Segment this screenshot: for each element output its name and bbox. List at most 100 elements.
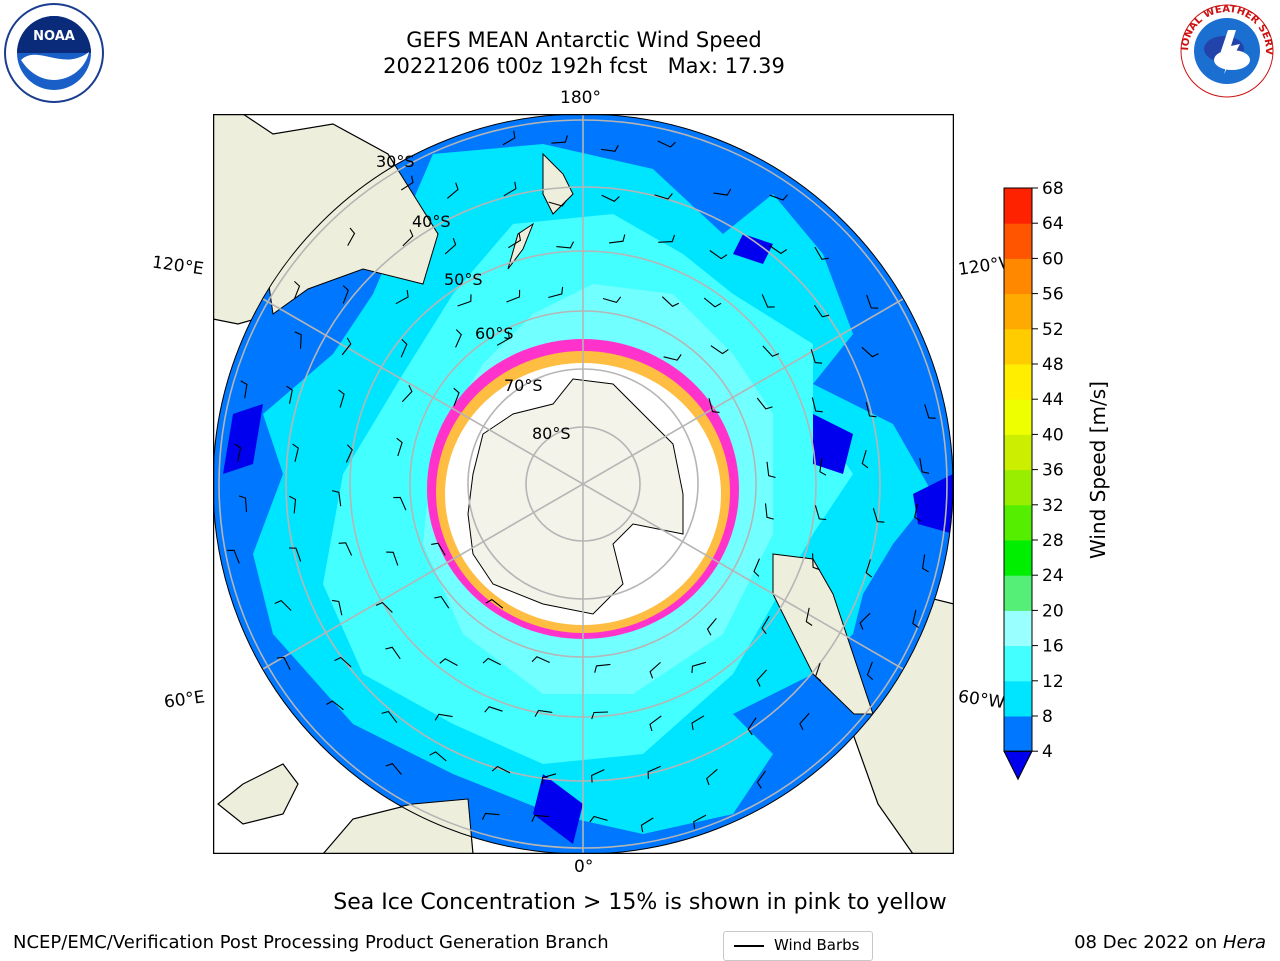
colorbar-band	[1004, 469, 1032, 506]
wind-barb	[865, 559, 873, 578]
footer-date-text: 08 Dec 2022 on	[1074, 932, 1223, 953]
svg-text:NOAA: NOAA	[33, 29, 75, 44]
wind-barb	[747, 717, 757, 736]
wind-barb	[799, 712, 810, 731]
colorbar-band	[1004, 610, 1032, 647]
lat-label-80s: 80°S	[532, 424, 571, 443]
wind-barb	[331, 490, 342, 507]
chart-title: GEFS MEAN Antarctic Wind Speed	[406, 28, 762, 52]
wind-barb	[814, 663, 822, 682]
wind-barb	[861, 346, 879, 358]
wind-barb	[866, 294, 879, 309]
colorbar-tick-label: 4	[1042, 742, 1053, 762]
wind-barb	[756, 770, 766, 789]
wind-barb	[872, 508, 885, 523]
wind-barb	[647, 765, 662, 779]
lat-label-30s: 30°S	[376, 152, 415, 171]
wind-barb	[548, 200, 567, 207]
lon-label-180: 180°	[560, 88, 601, 108]
wind-barb	[756, 669, 768, 687]
wind-barb	[334, 656, 352, 668]
wind-barb	[331, 599, 343, 616]
wind-barb	[601, 144, 619, 152]
wind-barb	[753, 558, 761, 577]
wind-barb	[764, 503, 774, 520]
colorbar-band	[1004, 504, 1032, 541]
wind-barbs	[227, 130, 936, 833]
wind-barb	[866, 661, 874, 681]
colorbar-tick-label: 32	[1042, 496, 1064, 516]
colorbar-band	[1004, 680, 1032, 717]
wind-barb	[491, 765, 511, 774]
wind-barb	[293, 280, 301, 300]
chart-subtitle: 20221206 t00z 192h fcst Max: 17.39	[383, 54, 785, 78]
wind-barb	[640, 817, 654, 833]
wind-barb	[381, 710, 398, 724]
antarctica	[467, 378, 684, 615]
wind-barb	[548, 286, 564, 299]
wind-barb	[496, 331, 510, 346]
lon-label-0: 0°	[574, 857, 594, 877]
wind-barb	[395, 290, 409, 305]
wind-barb	[813, 304, 830, 318]
wind-barb	[338, 542, 353, 556]
wind-barb	[811, 397, 823, 413]
map-panel: Wind Barbs	[213, 114, 954, 961]
wind-barb	[766, 461, 776, 479]
wind-barb	[812, 553, 820, 571]
wind-barb	[393, 496, 407, 511]
wind-barb	[326, 700, 344, 711]
wind-barb	[594, 663, 611, 673]
colorbar-band	[1004, 364, 1032, 400]
colorbar-band	[1004, 258, 1032, 295]
colorbar-tick-label: 68	[1042, 180, 1064, 199]
lon-label-120e: 120°E	[150, 252, 205, 280]
wind-barb	[710, 345, 729, 355]
wind-barb	[912, 609, 919, 628]
wind-barb	[658, 234, 676, 243]
wind-barb	[703, 297, 722, 308]
wind-barb	[503, 181, 517, 197]
wind-barb	[485, 598, 504, 609]
colorbar-tick-label: 8	[1042, 707, 1053, 727]
wind-barb	[385, 646, 401, 660]
wind-barb	[508, 233, 522, 249]
legend-line-icon	[734, 945, 764, 947]
wind-barb	[294, 331, 302, 349]
wind-barb	[914, 503, 921, 522]
colorbar-band	[1004, 540, 1032, 576]
colorbar-band	[1004, 223, 1032, 259]
legend-label: Wind Barbs	[774, 936, 860, 954]
wind-barb	[238, 495, 248, 513]
wind-barb	[276, 656, 291, 671]
wind-barb	[227, 549, 240, 564]
colorbar-tick-label: 40	[1042, 425, 1064, 445]
wind-barb	[481, 812, 500, 820]
colorbar-tick-label: 52	[1042, 320, 1064, 340]
wind-barb	[865, 402, 877, 418]
wind-barb	[338, 389, 345, 408]
graticule	[218, 114, 948, 854]
wind-barb	[345, 444, 353, 463]
nws-logo: NATIONAL WEATHER SERVICE	[1176, 2, 1274, 98]
wind-barb	[429, 751, 447, 762]
wind-barb	[400, 339, 408, 358]
wind-barb	[657, 140, 676, 148]
colorbar-band	[1004, 399, 1032, 435]
wind-barb	[591, 769, 605, 783]
wind-barb	[861, 449, 869, 469]
wind-barb	[288, 547, 302, 562]
colorbar-tick-label: 56	[1042, 285, 1064, 305]
wind-barb	[439, 658, 458, 666]
wind-barb	[601, 194, 620, 202]
wind-barb	[693, 814, 707, 829]
wind-barb	[706, 768, 718, 786]
wind-barb	[234, 443, 242, 462]
colorbar-band	[1004, 645, 1032, 682]
lon-label-60e: 60°E	[162, 687, 207, 713]
wind-barb	[341, 337, 352, 356]
caption: Sea Ice Concentration > 15% is shown in …	[333, 890, 947, 915]
wind-barb	[919, 458, 930, 474]
colorbar-band	[1004, 188, 1032, 224]
